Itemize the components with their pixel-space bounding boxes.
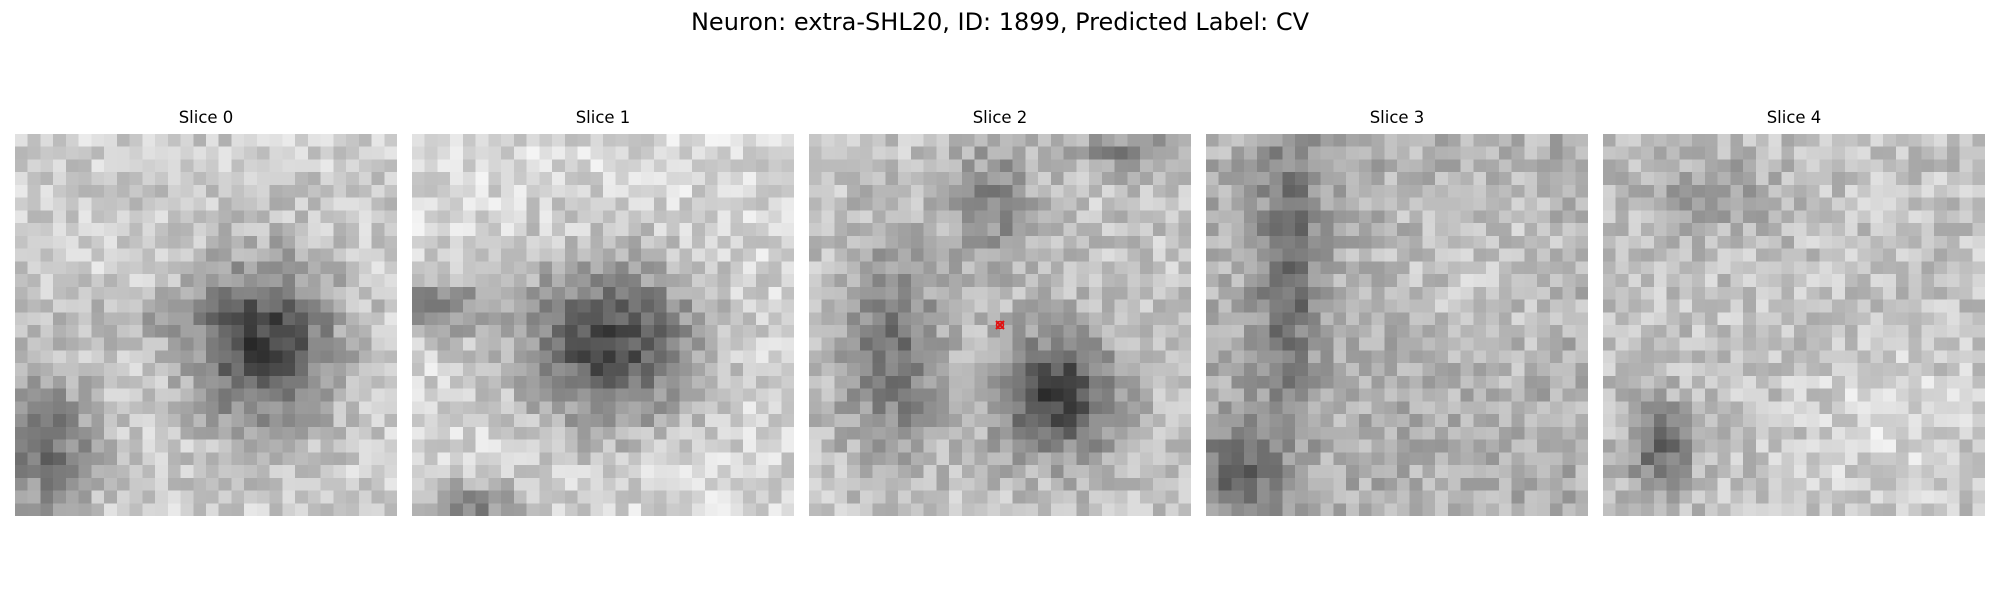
slice-panel-0: Slice 0 — [15, 108, 397, 516]
slice-image-3 — [1206, 134, 1588, 516]
center-marker-icon — [995, 320, 1005, 330]
slice-panel-3: Slice 3 — [1206, 108, 1588, 516]
slice-image-1 — [412, 134, 794, 516]
slice-image-0 — [15, 134, 397, 516]
slice-title-1: Slice 1 — [575, 108, 631, 127]
slice-panel-2: Slice 2 — [809, 108, 1191, 516]
slice-panel-1: Slice 1 — [412, 108, 794, 516]
slice-panel-4: Slice 4 — [1603, 108, 1985, 516]
slice-image-4 — [1603, 134, 1985, 516]
slice-title-0: Slice 0 — [178, 108, 234, 127]
slice-title-4: Slice 4 — [1766, 108, 1822, 127]
figure-title: Neuron: extra-SHL20, ID: 1899, Predicted… — [690, 8, 1310, 36]
slice-title-2: Slice 2 — [972, 108, 1028, 127]
slice-title-3: Slice 3 — [1369, 108, 1425, 127]
slice-image-2 — [809, 134, 1191, 516]
